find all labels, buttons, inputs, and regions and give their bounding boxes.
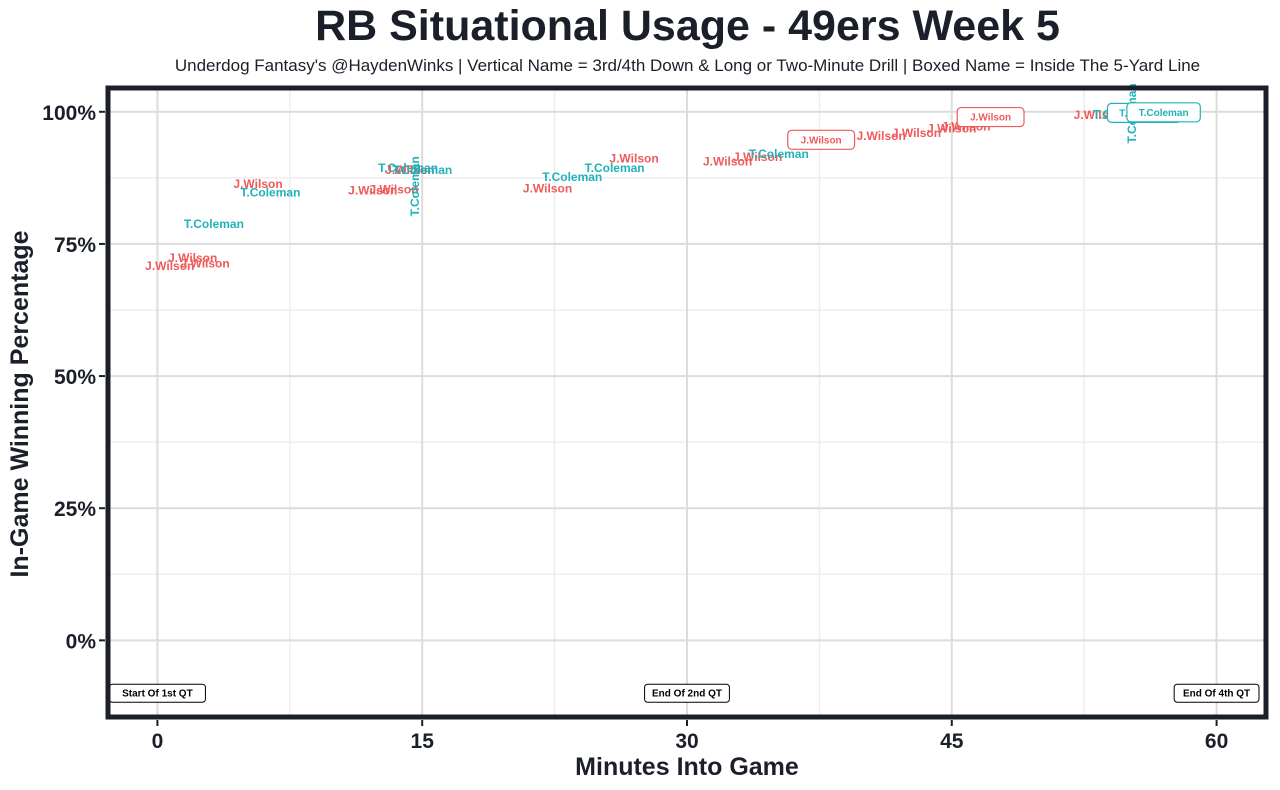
point-label-tcoleman: T.Coleman xyxy=(542,170,602,184)
x-tick-label: 60 xyxy=(1205,730,1228,753)
point-label-jwilson: J.Wilson xyxy=(168,251,217,265)
quarter-marker-label: End Of 4th QT xyxy=(1183,689,1250,700)
x-tick-label: 45 xyxy=(940,730,964,753)
y-axis-title: In-Game Winning Percentage xyxy=(6,230,34,577)
point-label-tcoleman: T.Coleman xyxy=(585,161,645,175)
point-label-jwilson-boxed: J.Wilson xyxy=(970,113,1011,124)
point-label-tcoleman: T.Coleman xyxy=(184,217,244,231)
x-tick-label: 15 xyxy=(411,730,435,753)
x-tick-label: 30 xyxy=(675,730,698,753)
point-label-jwilson: J.Wilson xyxy=(609,151,658,165)
point-label-jwilson: J.Wilson xyxy=(733,150,782,164)
point-label-tcoleman: T.Coleman xyxy=(392,163,452,177)
point-label-jwilson-box xyxy=(787,129,856,150)
point-label-jwilson: J.Wilson xyxy=(385,163,434,177)
point-label-jwilson: J.Wilson xyxy=(892,126,941,140)
grid-layer xyxy=(108,88,1266,717)
x-axis-title: Minutes Into Game xyxy=(575,753,799,781)
y-tick-label: 0% xyxy=(66,630,97,653)
point-label-tcoleman: T.Coleman xyxy=(749,147,809,161)
quarter-marker-box xyxy=(644,683,730,703)
chart-title: RB Situational Usage - 49ers Week 5 xyxy=(315,2,1060,50)
quarter-marker-box xyxy=(1173,683,1260,703)
point-label-tcoleman-box xyxy=(1126,102,1201,123)
point-label-jwilson: J.Wilson xyxy=(348,184,397,198)
plot-frame xyxy=(105,85,1269,720)
quarter-marker-layer: Start Of 1st QT End Of 2nd QT End Of 4th Q… xyxy=(108,683,1260,703)
point-label-jwilson: J.Wilson xyxy=(523,181,572,195)
y-tick-label: 100% xyxy=(42,102,96,125)
point-label-jwilson: J.Wilson xyxy=(145,259,194,273)
point-label-jwilson-box xyxy=(956,106,1025,128)
point-label-tcoleman: T.Coleman xyxy=(378,161,438,175)
point-label-jwilson: J.Wilson xyxy=(233,177,282,191)
point-label-tcoleman-boxed: T.Coleman xyxy=(1139,108,1189,119)
y-tick-label: 75% xyxy=(54,234,96,257)
point-label-tcoleman: T.Coleman xyxy=(240,186,300,200)
point-label-jwilson: J.Wilson xyxy=(703,154,752,168)
point-label-jwilson-boxed: J.Wilson xyxy=(801,135,842,146)
quarter-marker-label: Start Of 1st QT xyxy=(122,689,193,700)
point-label-tcoleman-vertical: T.Coleman xyxy=(408,156,422,216)
chart-subtitle: Underdog Fantasy's @HaydenWinks | Vertic… xyxy=(174,56,1201,75)
quarter-marker-label: End Of 2nd QT xyxy=(652,689,722,700)
point-label-jwilson: J.Wilson xyxy=(857,129,906,143)
y-tick-label: 25% xyxy=(54,498,96,521)
axis-layer: 0 15 30 45 60 0% 25% 50% 75% 100% xyxy=(42,102,1228,753)
point-label-layer: J.WilsonJ.WilsonJ.WilsonT.ColemanJ.Wilso… xyxy=(145,83,1201,273)
x-tick-label: 0 xyxy=(152,730,164,753)
y-tick-label: 50% xyxy=(54,366,96,389)
point-label-jwilson: J.Wilson xyxy=(369,182,418,196)
point-label-jwilson: J.Wilson xyxy=(180,256,229,270)
